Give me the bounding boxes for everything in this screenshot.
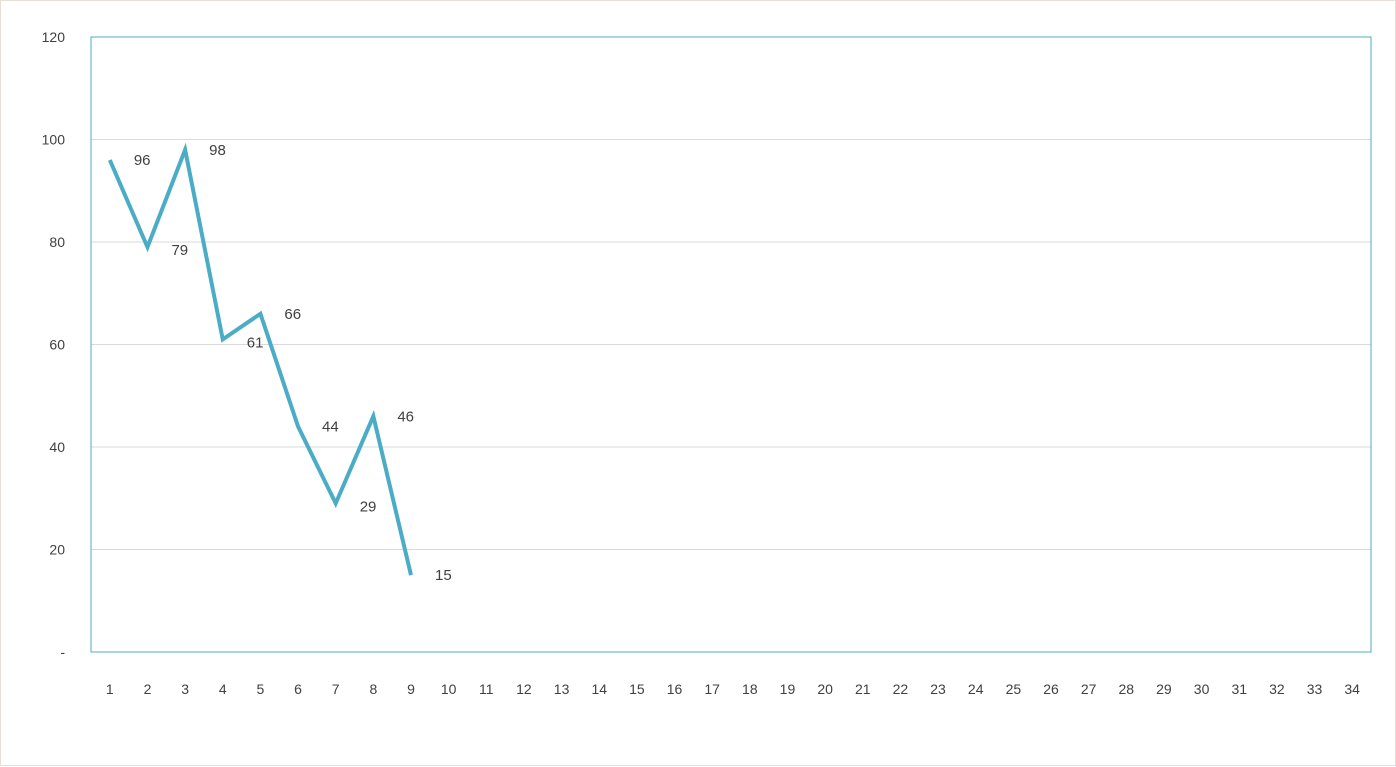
data-label: 29 [360,498,377,515]
x-tick-label: 2 [144,681,152,697]
x-tick-label: 19 [780,681,796,697]
x-tick-label: 30 [1194,681,1210,697]
x-tick-label: 28 [1119,681,1135,697]
y-axis-ticks: - 20 40 60 80 100 120 [42,29,66,660]
x-tick-label: 15 [629,681,645,697]
x-tick-label: 24 [968,681,984,697]
gridlines [91,139,1371,550]
x-tick-label: 11 [479,681,494,697]
x-tick-label: 5 [257,681,265,697]
x-tick-label: 23 [930,681,946,697]
x-tick-label: 7 [332,681,340,697]
x-tick-label: 3 [181,681,189,697]
y-tick-label: 20 [49,542,65,558]
x-tick-label: 34 [1344,681,1360,697]
data-label: 44 [322,419,339,436]
x-tick-label: 18 [742,681,758,697]
x-tick-label: 21 [855,681,871,697]
x-tick-label: 10 [441,681,457,697]
y-tick-label: 100 [42,132,66,148]
data-label: 61 [247,334,264,351]
x-tick-label: 13 [554,681,570,697]
x-tick-label: 6 [294,681,302,697]
data-label: 98 [209,142,226,159]
x-axis-ticks: 1 2 3 4 5 6 7 8 9 10 11 12 13 14 15 16 17 18 19 20 21 22 23 24 2… [106,681,1360,697]
x-tick-label: 17 [704,681,720,697]
x-tick-label: 16 [667,681,683,697]
x-tick-label: 9 [407,681,415,697]
x-tick-label: 26 [1043,681,1059,697]
data-label: 96 [134,152,151,169]
x-tick-label: 29 [1156,681,1172,697]
x-tick-label: 14 [591,681,607,697]
y-tick-label: - [60,644,65,660]
data-labels: 96 79 98 61 66 44 29 46 15 [134,142,452,584]
x-tick-label: 25 [1006,681,1022,697]
x-tick-label: 33 [1307,681,1323,697]
data-label: 46 [397,408,414,425]
plot-area [90,36,1372,653]
y-tick-label: 40 [49,439,65,455]
x-tick-label: 32 [1269,681,1285,697]
series-line [107,142,413,576]
data-label: 66 [284,306,301,323]
x-tick-label: 31 [1231,681,1247,697]
x-tick-label: 1 [106,681,114,697]
data-label: 15 [435,567,452,584]
x-tick-label: 8 [369,681,377,697]
y-tick-label: 60 [49,337,65,353]
x-tick-label: 12 [516,681,532,697]
x-tick-label: 27 [1081,681,1097,697]
data-label: 79 [171,242,188,259]
x-tick-label: 22 [893,681,909,697]
y-tick-label: 120 [42,29,66,45]
x-tick-label: 20 [817,681,833,697]
y-tick-label: 80 [49,234,65,250]
x-tick-label: 4 [219,681,227,697]
